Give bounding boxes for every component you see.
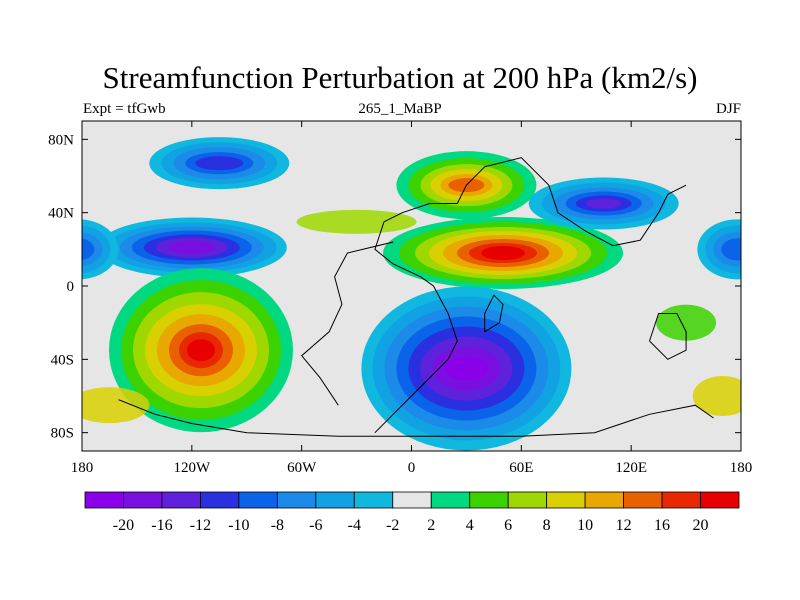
- contour-band: [195, 156, 244, 171]
- colorbar-swatch: [469, 491, 509, 509]
- colorbar-swatch: [353, 491, 394, 509]
- colorbar-label: -8: [271, 517, 284, 534]
- field-north-pacific-low: [149, 137, 290, 190]
- field-central-asia-low: [528, 177, 679, 230]
- colorbar-swatch: [430, 491, 471, 509]
- colorbar-swatch: [661, 491, 701, 509]
- chart-title: Streamfunction Perturbation at 200 hPa (…: [102, 60, 698, 95]
- colorbar-label: 20: [693, 517, 709, 534]
- coastline-segment: [374, 157, 687, 434]
- x-tick-label: 60E: [509, 460, 533, 476]
- colorbar-swatch: [84, 491, 124, 509]
- colorbar-swatch: [623, 491, 663, 509]
- colorbar-label: -4: [348, 517, 361, 534]
- run-label: 265_1_MaBP: [358, 101, 442, 117]
- x-tick-label: 0: [408, 460, 416, 476]
- colorbar-label: 12: [616, 517, 632, 534]
- coastline-segment: [118, 399, 714, 437]
- colorbar-label: -12: [190, 517, 211, 534]
- y-axis: 80N 40N 0 40S 80S: [48, 132, 741, 442]
- x-tick-label: 120E: [615, 460, 647, 476]
- y-tick-label: 80N: [48, 132, 74, 148]
- season-label: DJF: [715, 101, 741, 117]
- colorbar-swatch: [546, 491, 586, 509]
- x-tick-label: 180: [71, 460, 94, 476]
- colorbar-label: -6: [309, 517, 322, 534]
- coastline: [118, 157, 714, 437]
- x-tick-label: 120W: [173, 460, 211, 476]
- colorbar-swatch: [507, 491, 548, 509]
- colorbar-swatch: [584, 491, 624, 509]
- field-south-pacific-high: [108, 268, 293, 433]
- colorbar-label: 10: [577, 517, 593, 534]
- contour-field: [82, 137, 741, 451]
- contour-band: [444, 356, 489, 381]
- colorbar-label: -2: [386, 517, 399, 534]
- y-tick-label: 80S: [51, 426, 74, 442]
- field-dateline-low: [82, 219, 741, 280]
- contour-band: [186, 339, 215, 362]
- x-tick-label: 60W: [287, 460, 317, 476]
- colorbar-swatch: [276, 491, 317, 509]
- y-tick-label: 40S: [51, 352, 74, 368]
- contour-band: [692, 376, 741, 416]
- x-tick-label: 180: [730, 460, 753, 476]
- colorbar-swatch: [123, 491, 163, 509]
- colorbar-label: 4: [466, 517, 474, 534]
- colorbar-label: 2: [427, 517, 435, 534]
- colorbar-swatch: [392, 491, 432, 509]
- contour-band: [296, 209, 417, 234]
- contour-band: [481, 246, 526, 260]
- contour-band: [82, 238, 95, 261]
- colorbar-label: -20: [113, 517, 134, 534]
- field-subtropical-pacific-low: [96, 217, 287, 278]
- colorbar-label: 6: [504, 517, 512, 534]
- coastline-segment: [301, 241, 394, 406]
- colorbar-label: 8: [543, 517, 551, 534]
- field-subtropical-asia-high: [383, 217, 624, 289]
- coastline-segment: [649, 313, 687, 360]
- contour-band: [82, 387, 150, 424]
- colorbar-swatch: [700, 491, 740, 509]
- experiment-label: Expt = tfGwb: [83, 101, 166, 117]
- x-axis: 180 120W 60W 0 60E 120E 180: [71, 121, 753, 476]
- contour-band: [167, 240, 216, 255]
- contour-band: [585, 198, 622, 209]
- colorbar-label: -16: [151, 517, 172, 534]
- coastline-segment: [484, 294, 504, 333]
- y-tick-label: 40N: [48, 206, 74, 222]
- colorbar-swatch: [238, 491, 278, 509]
- colorbar-swatch: [315, 491, 355, 509]
- field-south-indian-low: [361, 286, 572, 451]
- y-tick-label: 0: [67, 279, 75, 295]
- colorbar: -20 -16 -12 -10 -8 -6 -4 -2 2 4 6 8 10 12 16 20: [84, 491, 740, 534]
- contour-band: [721, 238, 741, 261]
- colorbar-swatch: [200, 491, 240, 509]
- colorbar-label: 16: [654, 517, 670, 534]
- contour-band: [82, 232, 103, 267]
- colorbar-label: -10: [228, 517, 249, 534]
- colorbar-swatch: [161, 491, 201, 509]
